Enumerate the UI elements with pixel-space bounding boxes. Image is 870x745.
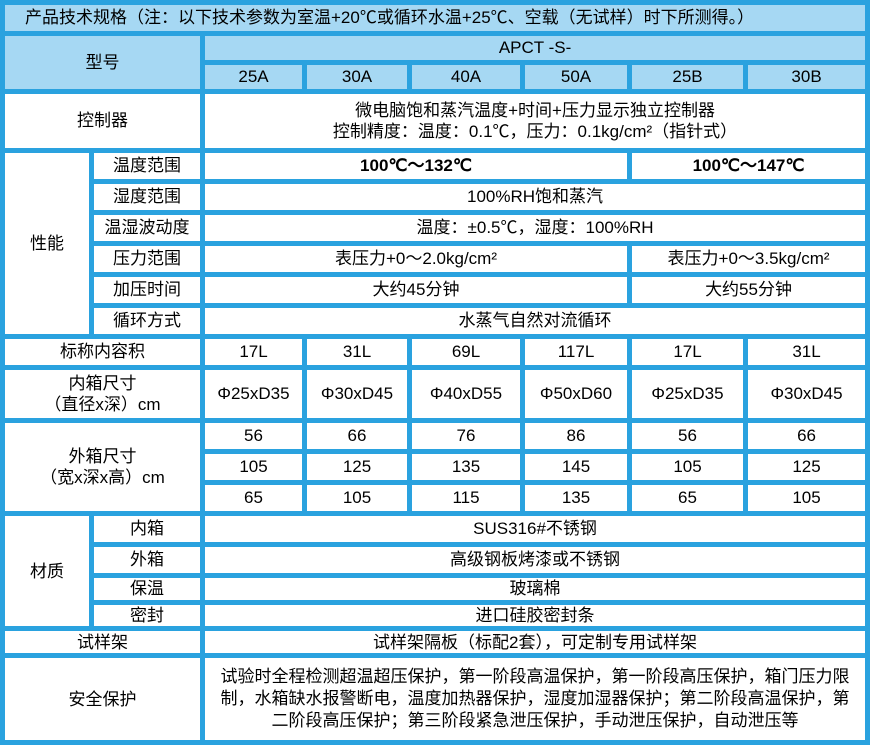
controller-value-line2: 控制精度：温度：0.1℃，压力：0.1kg/cm²（指针式）: [332, 122, 738, 141]
inner-size-value: Φ50xD60: [525, 370, 627, 418]
outer-size-row-label: 外箱尺寸 （宽x深x高）cm: [5, 423, 200, 511]
volume-value: 69L: [412, 339, 520, 365]
outer-size-depth: 135: [412, 454, 520, 480]
temp-range-a-value: 100℃～132℃: [205, 153, 627, 179]
outer-size-label-line1: 外箱尺寸: [68, 446, 137, 466]
outer-size-height: 115: [412, 485, 520, 511]
outer-size-height: 105: [307, 485, 407, 511]
volume-value: 17L: [205, 339, 302, 365]
seal-material-value: 进口硅胶密封条: [205, 605, 866, 627]
outer-size-width: 66: [307, 423, 407, 449]
controller-row-label: 控制器: [5, 94, 200, 148]
row-label-inner-box: 内箱: [94, 516, 200, 542]
outer-size-width: 66: [748, 423, 866, 449]
insulation-material-value: 玻璃棉: [205, 578, 866, 600]
pressurize-time-a-value: 大约45分钟: [205, 277, 627, 303]
column-header-40a: 40A: [412, 65, 520, 89]
row-label-insulation: 保温: [94, 578, 200, 600]
outer-size-width: 56: [205, 423, 302, 449]
inner-size-row-label: 内箱尺寸 （直径x深）cm: [5, 370, 200, 418]
row-label-pressurize-time: 加压时间: [94, 277, 200, 303]
column-header-25b: 25B: [632, 65, 743, 89]
outer-size-depth: 125: [748, 454, 866, 480]
outer-size-label-line2: （宽x深x高）cm: [40, 468, 165, 487]
inner-size-value: Φ30xD45: [748, 370, 866, 418]
row-label-fluctuation: 温湿波动度: [94, 215, 200, 241]
column-header-25a: 25A: [205, 65, 302, 89]
row-label-pressure-range: 压力范围: [94, 246, 200, 272]
inner-size-value: Φ25xD35: [632, 370, 743, 418]
row-label-seal: 密封: [94, 605, 200, 627]
outer-size-depth: 125: [307, 454, 407, 480]
temp-range-b-value: 100℃～147℃: [632, 153, 866, 179]
performance-group-label: 性能: [5, 153, 89, 334]
volume-value: 31L: [307, 339, 407, 365]
page-title: 产品技术规格（注：以下技术参数为室温+20℃或循环水温+25℃、空载（无试样）时…: [5, 5, 866, 31]
outer-size-width: 56: [632, 423, 743, 449]
controller-value: 微电脑饱和蒸汽温度+时间+压力显示独立控制器 控制精度：温度：0.1℃，压力：0…: [205, 94, 866, 148]
row-label-humidity-range: 湿度范围: [94, 184, 200, 210]
series-header: APCT -S-: [205, 36, 866, 60]
volume-value: 17L: [632, 339, 743, 365]
row-label-temp-range: 温度范围: [94, 153, 200, 179]
row-label-circulation: 循环方式: [94, 308, 200, 334]
outer-size-depth: 145: [525, 454, 627, 480]
circulation-value: 水蒸气自然对流循环: [205, 308, 866, 334]
model-header-label: 型号: [5, 36, 200, 89]
safety-row-label: 安全保护: [5, 658, 200, 741]
volume-row-label: 标称内容积: [5, 339, 200, 365]
fluctuation-value: 温度：±0.5℃，湿度：100%RH: [205, 215, 866, 241]
pressurize-time-b-value: 大约55分钟: [632, 277, 866, 303]
volume-value: 117L: [525, 339, 627, 365]
controller-value-line1: 微电脑饱和蒸汽温度+时间+压力显示独立控制器: [355, 100, 715, 120]
material-group-label: 材质: [5, 516, 89, 627]
column-header-30b: 30B: [748, 65, 866, 89]
outer-size-height: 135: [525, 485, 627, 511]
safety-value: 试验时全程检测超温超压保护，第一阶段高温保护，第一阶段高压保护，箱门压力限制，水…: [205, 658, 866, 741]
sample-rack-value: 试样架隔板（标配2套），可定制专用试样架: [205, 631, 866, 654]
pressure-range-b-value: 表压力+0～3.5kg/cm²: [632, 246, 866, 272]
inner-size-value: Φ40xD55: [412, 370, 520, 418]
outer-box-material-value: 高级钢板烤漆或不锈钢: [205, 547, 866, 573]
inner-size-value: Φ25xD35: [205, 370, 302, 418]
column-header-30a: 30A: [307, 65, 407, 89]
outer-size-height: 65: [632, 485, 743, 511]
pressure-range-a-value: 表压力+0～2.0kg/cm²: [205, 246, 627, 272]
row-label-outer-box: 外箱: [94, 547, 200, 573]
volume-value: 31L: [748, 339, 866, 365]
inner-box-material-value: SUS316#不锈钢: [205, 516, 866, 542]
sample-rack-row-label: 试样架: [5, 631, 200, 654]
inner-size-value: Φ30xD45: [307, 370, 407, 418]
outer-size-depth: 105: [205, 454, 302, 480]
outer-size-depth: 105: [632, 454, 743, 480]
column-header-50a: 50A: [525, 65, 627, 89]
outer-size-width: 76: [412, 423, 520, 449]
inner-size-label-line2: （直径x深）cm: [44, 395, 161, 414]
inner-size-label-line1: 内箱尺寸: [68, 373, 137, 393]
outer-size-height: 65: [205, 485, 302, 511]
outer-size-height: 105: [748, 485, 866, 511]
outer-size-width: 86: [525, 423, 627, 449]
humidity-range-value: 100%RH饱和蒸汽: [205, 184, 866, 210]
